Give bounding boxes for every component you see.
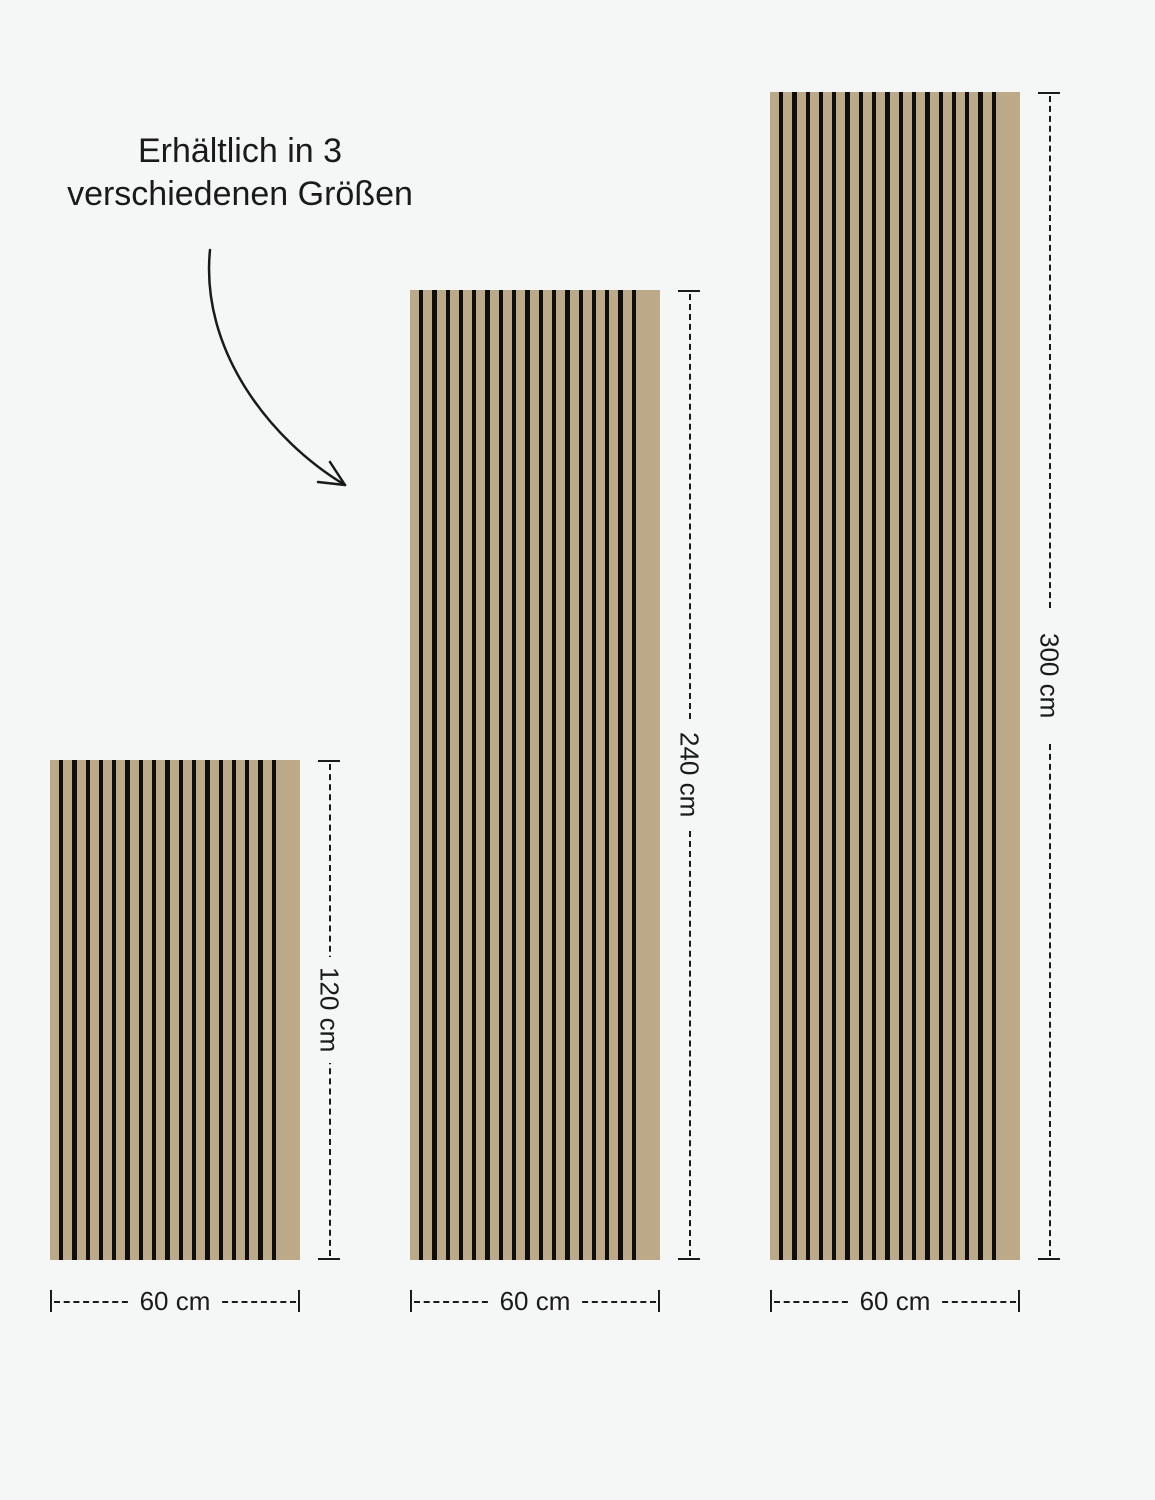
- slat: [863, 92, 872, 1260]
- slat: [636, 290, 645, 1260]
- slat: [196, 760, 205, 1260]
- slat: [476, 290, 485, 1260]
- slat: [463, 290, 472, 1260]
- slat: [783, 92, 792, 1260]
- slat: [836, 92, 845, 1260]
- height-label: 120 cm: [314, 957, 345, 1062]
- slat: [423, 290, 432, 1260]
- slat: [930, 92, 939, 1260]
- slat: [490, 290, 499, 1260]
- width-label: 60 cm: [130, 1286, 221, 1317]
- panel-edge: [285, 760, 295, 1260]
- panel-edge: [645, 290, 655, 1260]
- slat: [450, 290, 459, 1260]
- slat: [850, 92, 859, 1260]
- width-label: 60 cm: [490, 1286, 581, 1317]
- heading-line-1: Erhältlich in 3: [60, 130, 420, 173]
- panel-small: [50, 760, 300, 1260]
- slat: [130, 760, 139, 1260]
- slat: [823, 92, 832, 1260]
- width-annotation: 60 cm: [770, 1290, 1020, 1312]
- slat: [770, 92, 779, 1260]
- slat: [609, 290, 618, 1260]
- slat: [276, 760, 285, 1260]
- slat: [543, 290, 552, 1260]
- slat: [156, 760, 165, 1260]
- slat: [143, 760, 152, 1260]
- slat: [623, 290, 632, 1260]
- slat: [63, 760, 72, 1260]
- wood-panel: [770, 92, 1020, 1260]
- slat: [810, 92, 819, 1260]
- slat: [116, 760, 125, 1260]
- slat: [50, 760, 59, 1260]
- panel-edge: [1005, 92, 1015, 1260]
- slat: [263, 760, 272, 1260]
- height-label: 240 cm: [674, 722, 705, 827]
- height-annotation: 300 cm: [1038, 92, 1060, 1260]
- arrow-icon: [180, 240, 380, 500]
- slat: [570, 290, 579, 1260]
- width-annotation: 60 cm: [50, 1290, 300, 1312]
- panel-medium: [410, 290, 660, 1260]
- panel-large: [770, 92, 1020, 1260]
- height-annotation: 120 cm: [318, 760, 340, 1260]
- slat: [983, 92, 992, 1260]
- slat: [583, 290, 592, 1260]
- height-annotation: 240 cm: [678, 290, 700, 1260]
- slat: [969, 92, 978, 1260]
- slat: [530, 290, 539, 1260]
- slat: [797, 92, 806, 1260]
- slat: [516, 290, 525, 1260]
- width-label: 60 cm: [850, 1286, 941, 1317]
- width-annotation: 60 cm: [410, 1290, 660, 1312]
- slat: [103, 760, 112, 1260]
- slat: [596, 290, 605, 1260]
- slat: [956, 92, 965, 1260]
- slat: [170, 760, 179, 1260]
- slat: [183, 760, 192, 1260]
- slat: [210, 760, 219, 1260]
- slat: [410, 290, 419, 1260]
- heading-line-2: verschiedenen Größen: [60, 173, 420, 216]
- slat: [249, 760, 258, 1260]
- wood-panel: [410, 290, 660, 1260]
- slat: [890, 92, 899, 1260]
- slat: [556, 290, 565, 1260]
- slat: [943, 92, 952, 1260]
- slat: [876, 92, 885, 1260]
- slat: [437, 290, 446, 1260]
- height-label: 300 cm: [1034, 623, 1065, 728]
- infographic-heading: Erhältlich in 3 verschiedenen Größen: [60, 130, 420, 215]
- slat: [996, 92, 1005, 1260]
- slat: [77, 760, 86, 1260]
- slat: [223, 760, 232, 1260]
- slat: [90, 760, 99, 1260]
- slat: [503, 290, 512, 1260]
- wood-panel: [50, 760, 300, 1260]
- slat: [903, 92, 912, 1260]
- slat: [236, 760, 245, 1260]
- slat: [916, 92, 925, 1260]
